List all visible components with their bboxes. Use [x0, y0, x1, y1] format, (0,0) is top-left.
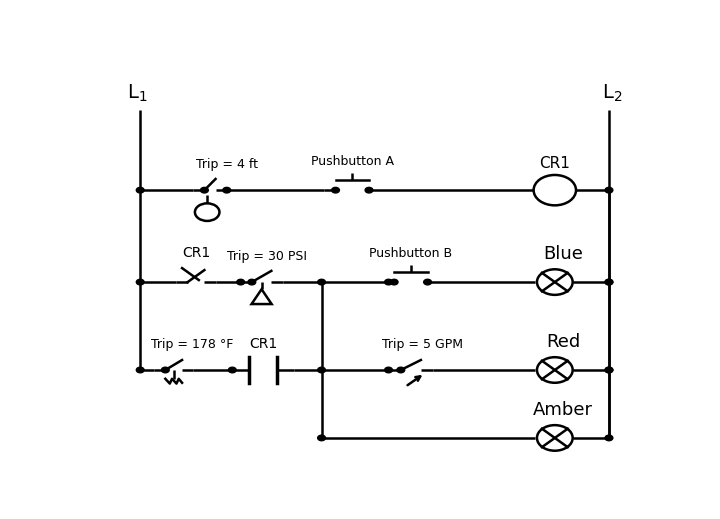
Circle shape: [318, 279, 325, 285]
Circle shape: [384, 279, 392, 285]
Text: Trip = 30 PSI: Trip = 30 PSI: [228, 250, 307, 263]
Circle shape: [248, 279, 256, 285]
Circle shape: [161, 367, 169, 373]
Circle shape: [318, 435, 325, 441]
Circle shape: [228, 367, 236, 373]
Circle shape: [318, 367, 325, 373]
Text: L$_2$: L$_2$: [602, 83, 622, 104]
Circle shape: [136, 187, 144, 193]
Circle shape: [136, 367, 144, 373]
Circle shape: [605, 187, 613, 193]
Circle shape: [237, 279, 245, 285]
Circle shape: [365, 187, 373, 193]
Circle shape: [605, 367, 613, 373]
Circle shape: [605, 435, 613, 441]
Text: Trip = 4 ft: Trip = 4 ft: [196, 158, 258, 171]
Text: CR1: CR1: [182, 246, 210, 260]
Text: Pushbutton A: Pushbutton A: [311, 155, 394, 168]
Text: Amber: Amber: [534, 401, 593, 419]
Text: Red: Red: [546, 333, 580, 351]
Text: Blue: Blue: [544, 245, 583, 263]
Circle shape: [200, 187, 208, 193]
Circle shape: [605, 367, 613, 373]
Circle shape: [605, 279, 613, 285]
Circle shape: [397, 367, 405, 373]
Text: CR1: CR1: [249, 337, 277, 351]
Circle shape: [605, 279, 613, 285]
Text: Pushbutton B: Pushbutton B: [369, 247, 452, 260]
Circle shape: [390, 279, 398, 285]
Text: CR1: CR1: [539, 156, 570, 171]
Text: Trip = 178 °F: Trip = 178 °F: [151, 338, 234, 351]
Circle shape: [423, 279, 431, 285]
Circle shape: [384, 367, 392, 373]
Circle shape: [222, 187, 230, 193]
Circle shape: [332, 187, 339, 193]
Text: L$_1$: L$_1$: [127, 83, 148, 104]
Text: Trip = 5 GPM: Trip = 5 GPM: [382, 338, 462, 351]
Circle shape: [136, 279, 144, 285]
